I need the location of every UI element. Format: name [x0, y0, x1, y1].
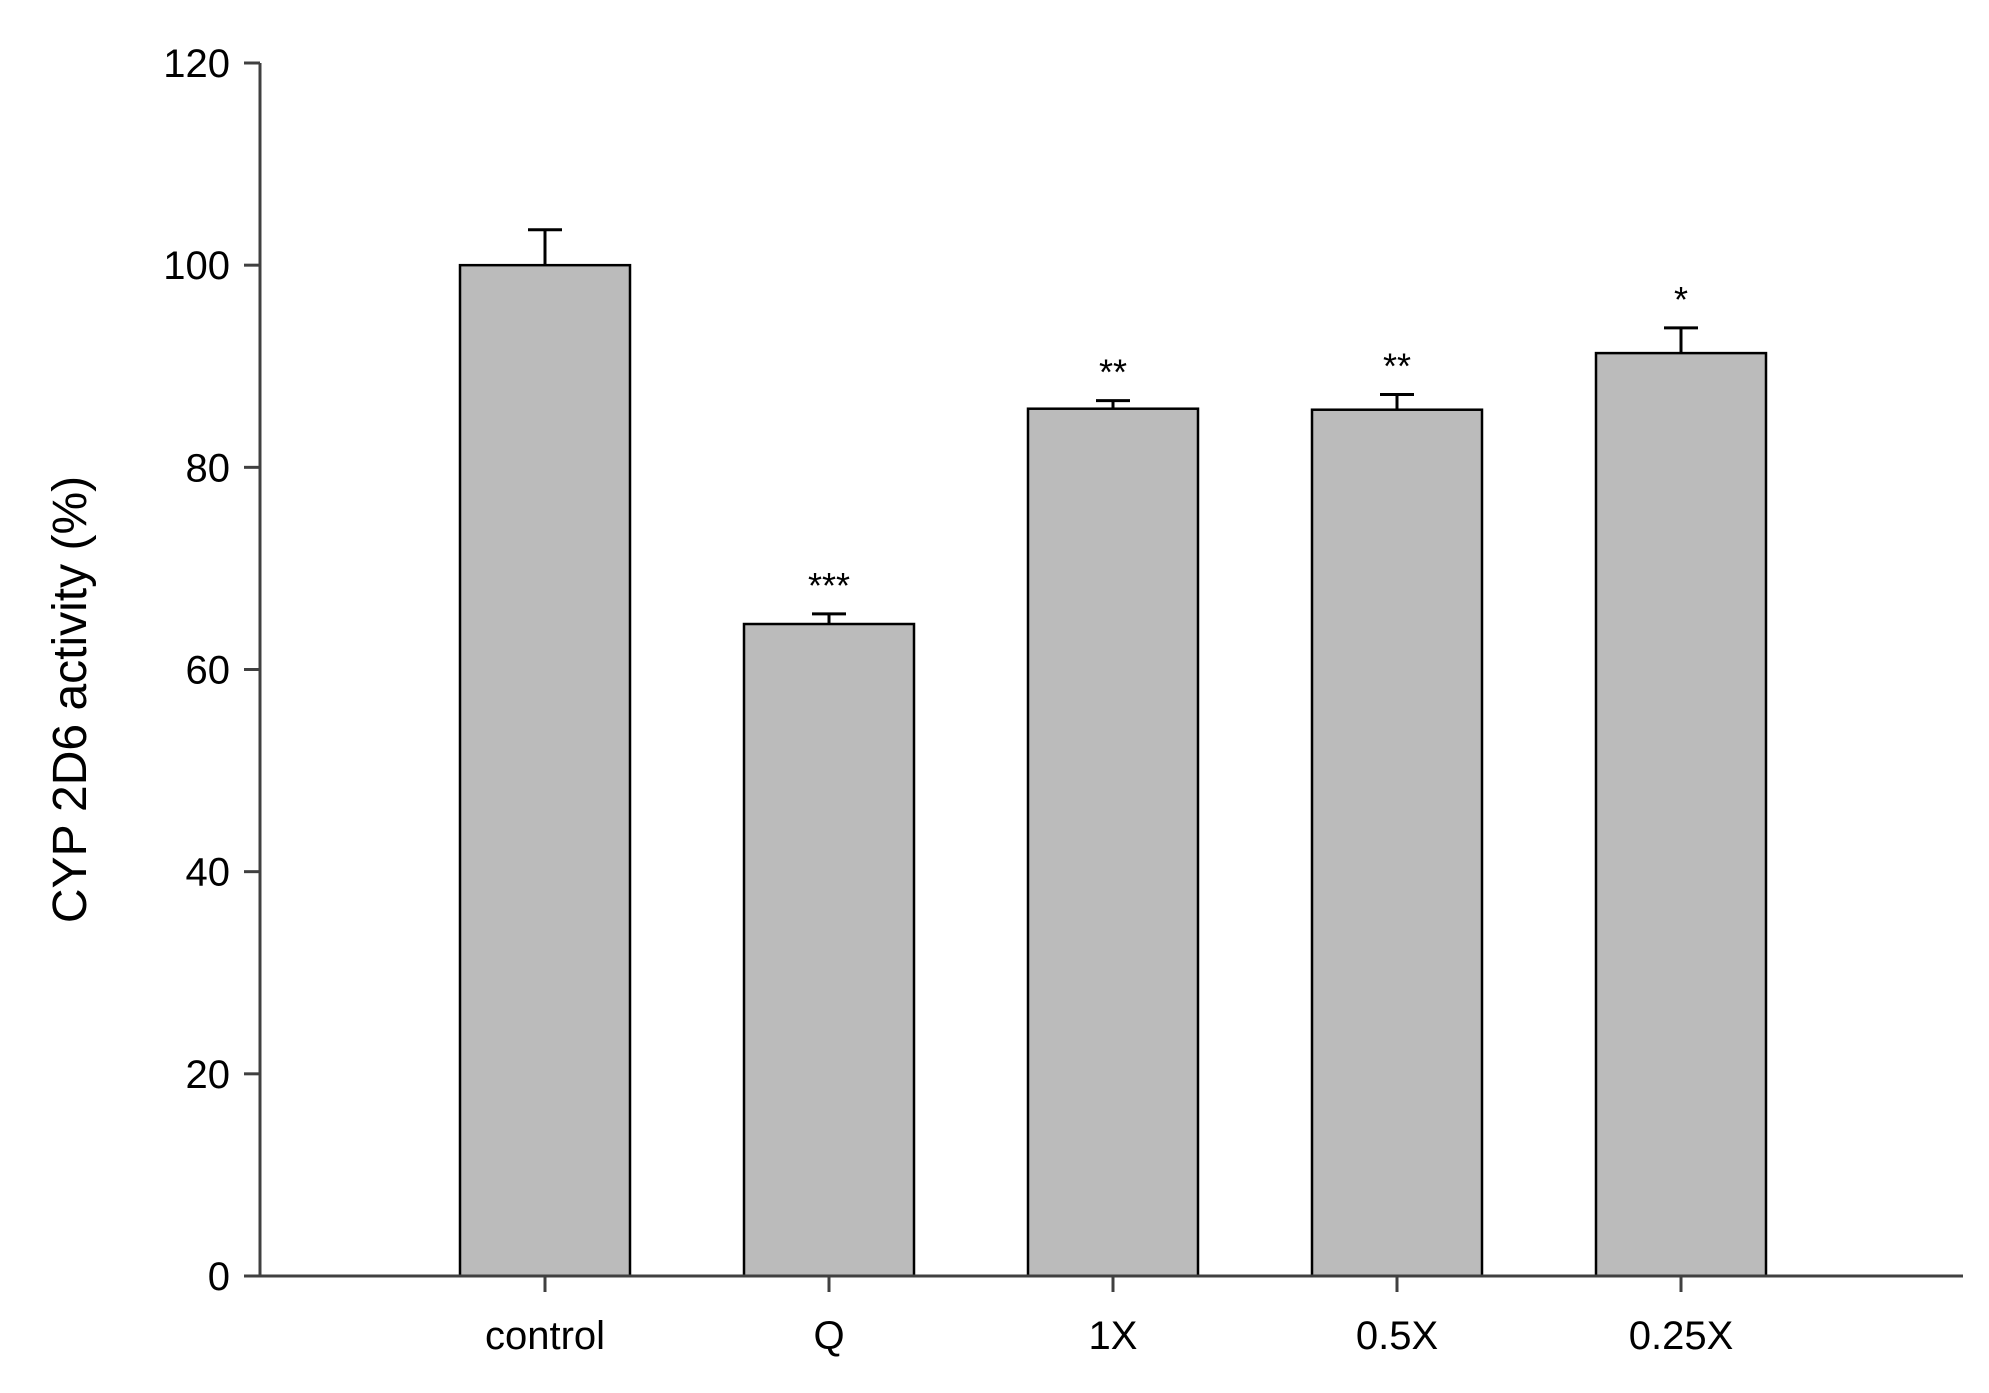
x-category-label: control [485, 1314, 605, 1358]
bars [458, 263, 1768, 1278]
x-category-label: 0.5X [1356, 1314, 1438, 1358]
significance-label: ** [1383, 346, 1411, 387]
error-bar [812, 612, 846, 625]
y-axis-ticks: 0 20 40 60 80 100 120 [163, 42, 260, 1299]
error-bars [528, 228, 1698, 625]
significance-label: ** [1099, 352, 1127, 393]
bar [458, 263, 632, 1278]
bar [1310, 408, 1484, 1278]
bar [1594, 351, 1768, 1278]
y-tick-label: 80 [186, 446, 231, 490]
y-tick-label: 60 [186, 649, 231, 693]
significance-annotations: ***** *** [808, 279, 1688, 606]
error-bar [1380, 393, 1414, 410]
error-bar [528, 228, 562, 266]
significance-label: *** [808, 565, 850, 606]
bar [742, 622, 916, 1278]
x-category-label: 1X [1089, 1314, 1138, 1358]
y-tick-label: 0 [208, 1255, 230, 1299]
x-axis-ticks: control Q 1X 0.5X 0.25X [485, 1276, 1733, 1358]
significance-label: * [1674, 279, 1688, 320]
error-bar [1664, 326, 1698, 354]
error-bar [1096, 399, 1130, 409]
axes [258, 63, 1963, 1278]
y-axis-title: CYP 2D6 activity (%) [44, 476, 97, 923]
y-tick-label: 40 [186, 851, 231, 895]
bar [1026, 407, 1200, 1278]
y-tick-label: 20 [186, 1053, 231, 1097]
x-category-label: Q [813, 1314, 844, 1358]
y-tick-label: 120 [163, 42, 230, 86]
y-tick-label: 100 [163, 244, 230, 288]
x-category-label: 0.25X [1629, 1314, 1734, 1358]
